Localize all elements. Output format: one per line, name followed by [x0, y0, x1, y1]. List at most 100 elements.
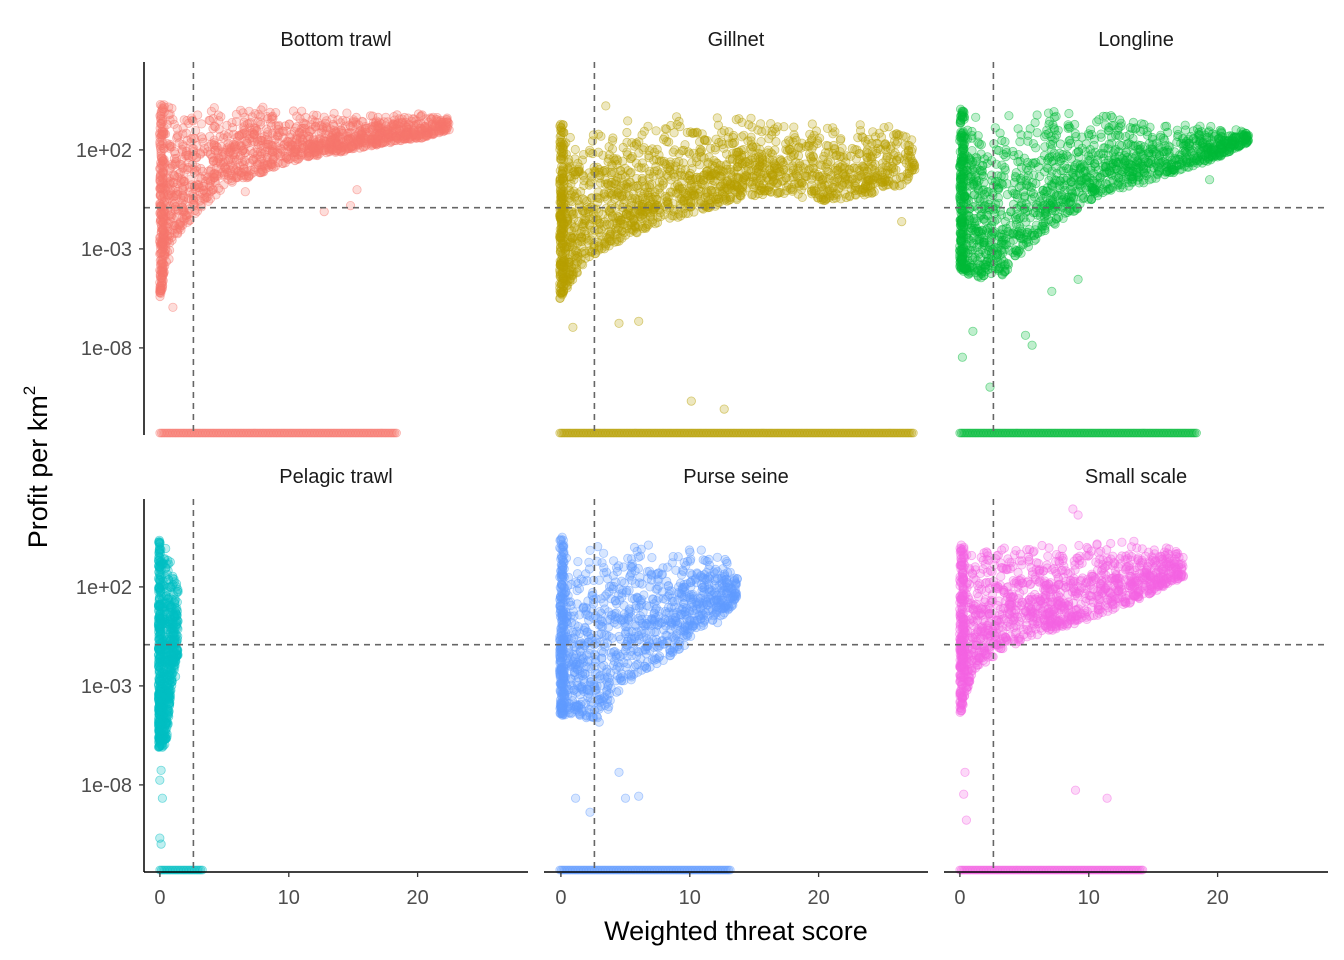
bottom-trawl-point	[219, 180, 229, 190]
bottom-trawl-point	[169, 154, 179, 164]
gillnet-point	[556, 147, 567, 157]
gillnet-point	[566, 173, 577, 183]
longline-point	[1046, 131, 1056, 142]
bottom-trawl-point	[157, 226, 167, 236]
longline-point	[1083, 194, 1093, 204]
longline-point	[1099, 153, 1109, 163]
gillnet-point	[889, 130, 899, 140]
bottom-trawl-point	[418, 132, 429, 142]
longline-point	[1060, 160, 1070, 171]
gillnet-point	[687, 158, 697, 168]
longline-point	[1142, 127, 1152, 137]
bottom-trawl-point	[183, 193, 193, 203]
longline-point	[971, 156, 981, 167]
bottom-trawl-point	[214, 116, 224, 126]
longline-point	[972, 242, 982, 252]
longline-point	[982, 152, 993, 162]
gillnet-point	[865, 175, 875, 185]
longline-point	[1049, 123, 1059, 133]
strip-label-bottom-trawl: Bottom trawl	[280, 29, 391, 51]
bottom-trawl-point	[365, 111, 376, 121]
gillnet-point	[713, 120, 724, 130]
gillnet-point	[643, 121, 653, 131]
longline-point	[1195, 136, 1206, 146]
gillnet-point	[557, 175, 568, 185]
bottom-trawl-point	[235, 151, 245, 161]
gillnet-point	[849, 163, 859, 173]
longline-point	[1085, 173, 1095, 183]
gillnet-point	[828, 129, 838, 139]
gillnet-point	[603, 157, 613, 167]
gillnet-point	[691, 174, 701, 185]
gillnet-point	[806, 154, 816, 164]
gillnet-point	[736, 145, 746, 155]
longline-point	[1046, 144, 1056, 154]
gillnet-point	[890, 181, 900, 191]
longline-point	[1066, 154, 1076, 164]
gillnet-point	[637, 158, 648, 168]
bottom-trawl-point	[157, 271, 168, 281]
longline-point	[1071, 187, 1081, 197]
longline-point	[1048, 156, 1059, 166]
bottom-trawl-point	[309, 143, 319, 153]
longline-point	[1009, 188, 1019, 198]
gillnet-point	[599, 188, 609, 198]
gillnet-point	[778, 176, 789, 186]
longline-point	[1216, 126, 1227, 136]
gillnet-point	[767, 130, 777, 140]
bottom-trawl-point	[158, 127, 168, 138]
longline-point	[1023, 242, 1034, 252]
longline-point	[970, 267, 980, 278]
bottom-trawl-point	[345, 122, 356, 132]
bottom-trawl-point	[167, 190, 177, 201]
longline-point	[1204, 126, 1214, 136]
gillnet-point	[824, 184, 835, 194]
bottom-trawl-point	[157, 103, 168, 113]
longline-point	[1071, 170, 1081, 180]
bottom-trawl-point	[291, 133, 301, 143]
longline-point	[1064, 108, 1074, 119]
longline-point	[1040, 224, 1050, 234]
gillnet-point	[651, 126, 661, 136]
gillnet-point	[612, 234, 622, 244]
bottom-trawl-point	[254, 168, 265, 178]
gillnet-point	[568, 322, 578, 332]
longline-point	[1023, 130, 1033, 140]
gillnet-point	[608, 133, 618, 143]
longline-point	[1084, 151, 1094, 161]
longline-point	[1163, 127, 1173, 137]
longline-point	[1013, 246, 1024, 257]
gillnet-point	[893, 152, 903, 162]
gillnet-point	[686, 396, 696, 406]
longline-point	[1185, 141, 1195, 151]
longline-point	[1131, 123, 1141, 133]
gillnet-point	[613, 185, 624, 195]
gillnet-point	[862, 145, 873, 155]
gillnet-point	[747, 122, 757, 132]
bottom-trawl-point	[371, 121, 381, 131]
bottom-trawl-point	[342, 108, 352, 118]
gillnet-point	[557, 239, 567, 249]
gillnet-point	[622, 127, 632, 138]
longline-point	[971, 224, 982, 234]
bottom-trawl-point	[227, 175, 237, 186]
bottom-trawl-point	[301, 120, 311, 130]
longline-point	[1028, 139, 1039, 149]
gillnet-point	[702, 166, 713, 176]
longline-point	[1063, 123, 1073, 133]
strip-label-longline: Longline	[1098, 29, 1174, 51]
bottom-trawl-point	[222, 145, 232, 155]
gillnet-point	[614, 318, 624, 328]
longline-point	[1049, 218, 1059, 228]
gillnet-point	[884, 122, 894, 132]
gillnet-point	[746, 113, 756, 123]
gillnet-point	[882, 152, 892, 162]
gillnet-point	[659, 156, 669, 166]
gillnet-point	[667, 187, 677, 197]
longline-point	[1083, 129, 1094, 139]
gillnet-point	[741, 157, 751, 167]
longline-point	[1114, 173, 1124, 183]
gillnet-point	[888, 167, 899, 177]
longline-point	[1180, 120, 1190, 130]
gillnet-point	[722, 164, 732, 174]
